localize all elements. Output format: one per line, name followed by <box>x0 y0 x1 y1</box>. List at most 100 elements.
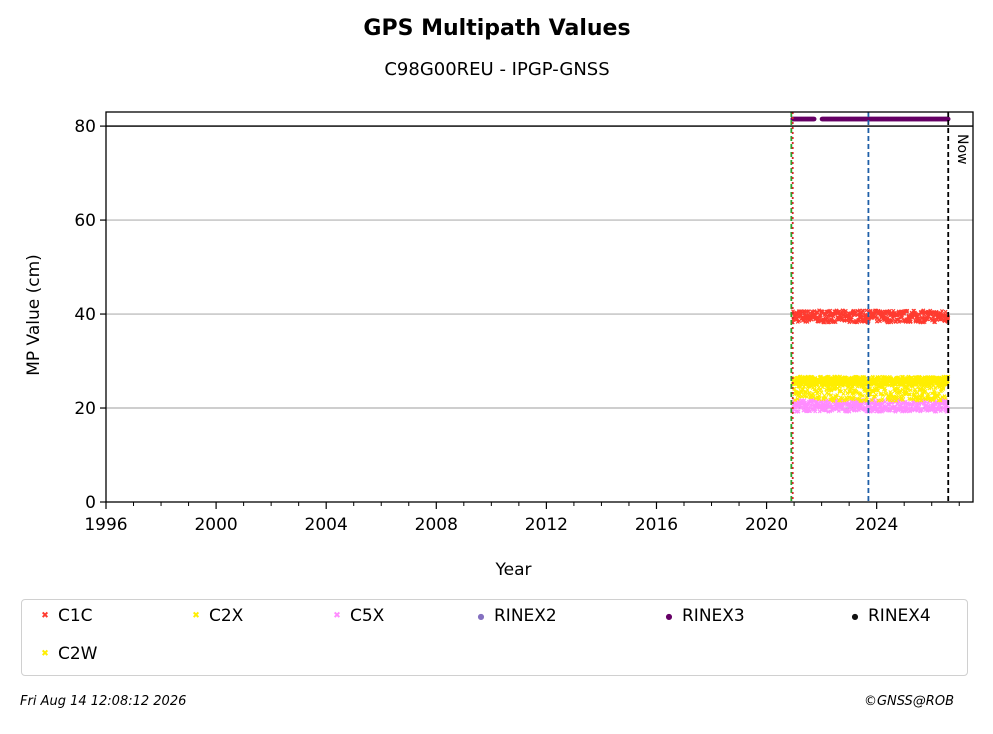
point-C2W <box>817 393 822 398</box>
point-C1C <box>946 315 951 320</box>
point-C2W <box>848 376 853 381</box>
point-C2W <box>881 393 886 398</box>
point-C2W <box>880 396 885 402</box>
y-tick-label: 40 <box>74 305 96 325</box>
point-C5X <box>860 402 865 407</box>
legend-dot-icon: ● <box>665 611 673 621</box>
point-C1C <box>908 319 913 324</box>
plot-frame <box>105 111 974 503</box>
point-C1C <box>898 319 903 324</box>
point-C2W <box>859 398 864 403</box>
point-C2W <box>812 387 817 392</box>
point-C2W <box>940 395 945 400</box>
point-C1C <box>806 309 811 314</box>
series-RINEX3 <box>790 116 951 122</box>
point-C2W <box>844 377 849 382</box>
point-C2W <box>851 394 856 399</box>
point-C2W <box>807 390 812 395</box>
legend-label: RINEX2 <box>494 606 557 626</box>
point-C2W <box>908 388 913 393</box>
point-C2W <box>900 397 905 402</box>
point-C2W <box>870 380 875 385</box>
point-C2W <box>915 390 920 395</box>
point-C2W <box>840 383 845 388</box>
legend-item-C2W: ✖ C2W <box>38 644 97 664</box>
point-C2W <box>909 375 914 380</box>
point-C1C <box>798 313 803 318</box>
point-C2W <box>915 398 920 403</box>
legend-item-RINEX4: ● RINEX4 <box>848 606 931 626</box>
point-C2W <box>941 377 947 382</box>
x-tick-label: 2020 <box>745 515 788 535</box>
legend-cross-icon: ✖ <box>333 611 341 621</box>
point-C1C <box>861 309 866 314</box>
point-C2W <box>823 395 828 400</box>
point-C2W <box>846 380 851 385</box>
point-C2W <box>861 376 866 381</box>
legend-dot-icon: ● <box>477 611 485 621</box>
point-C1C <box>817 308 822 313</box>
point-C2W <box>905 387 910 392</box>
y-tick-label: 60 <box>74 211 96 231</box>
point-C1C <box>891 308 896 313</box>
point-C2W <box>916 384 921 389</box>
point-C2W <box>822 382 827 387</box>
point-C2W <box>920 377 926 382</box>
chart-subtitle: C98G00REU - IPGP-GNSS <box>384 59 610 80</box>
point-C2W <box>943 379 948 384</box>
point-C5X <box>796 409 801 414</box>
point-C2W <box>801 384 807 389</box>
point-C2W <box>930 379 935 384</box>
point-C2W <box>869 397 874 403</box>
point-C2W <box>918 395 923 400</box>
x-tick-label: 2008 <box>415 515 458 535</box>
point-C1C <box>925 317 930 322</box>
point-C2W <box>832 396 837 401</box>
point-C2W <box>938 398 943 403</box>
point-C1C <box>890 316 895 321</box>
x-tick-label: 1996 <box>84 515 127 535</box>
chart-title: GPS Multipath Values <box>363 16 631 41</box>
point-C2W <box>887 377 892 382</box>
point-C5X <box>875 406 880 411</box>
point-C2W <box>835 392 840 398</box>
point-C2W <box>841 391 846 396</box>
point-C2W <box>916 376 921 381</box>
legend-cross-icon: ✖ <box>41 649 49 659</box>
point-C2W <box>891 379 896 384</box>
point-C2W <box>883 388 888 393</box>
legend-item-RINEX3: ● RINEX3 <box>662 606 745 626</box>
point-C2W <box>829 393 834 398</box>
legend-item-C5X: ✖ C5X <box>330 606 384 626</box>
point-C2W <box>924 379 929 384</box>
point-C2W <box>799 390 804 395</box>
point-C2W <box>926 392 931 397</box>
point-C1C <box>864 308 869 313</box>
point-C2W <box>893 382 898 387</box>
point-C1C <box>939 309 944 314</box>
x-tick-label: 2004 <box>305 515 348 535</box>
point-C2W <box>937 379 942 384</box>
legend-label: C5X <box>350 606 385 626</box>
now-label: Now <box>954 134 970 165</box>
point-C2W <box>910 384 915 389</box>
point-C2W <box>821 397 826 402</box>
point-C2W <box>937 376 942 381</box>
x-tick-label: 2012 <box>525 515 568 535</box>
point-C1C <box>849 315 854 320</box>
point-C2W <box>860 393 865 398</box>
point-C2W <box>831 398 836 403</box>
point-C5X <box>888 408 894 413</box>
point-C2W <box>820 385 825 390</box>
footer-copyright: ©GNSS@ROB <box>863 694 954 709</box>
legend-dot-icon: ● <box>851 611 859 621</box>
y-tick-label: 20 <box>74 399 96 419</box>
point-C2W <box>894 398 899 403</box>
point-C2W <box>927 386 932 391</box>
point-RINEX3 <box>811 116 817 122</box>
point-RINEX3 <box>945 116 951 122</box>
point-C2W <box>804 394 809 399</box>
y-tick-label: 0 <box>85 493 96 513</box>
y-axis-label: MP Value (cm) <box>24 254 44 376</box>
